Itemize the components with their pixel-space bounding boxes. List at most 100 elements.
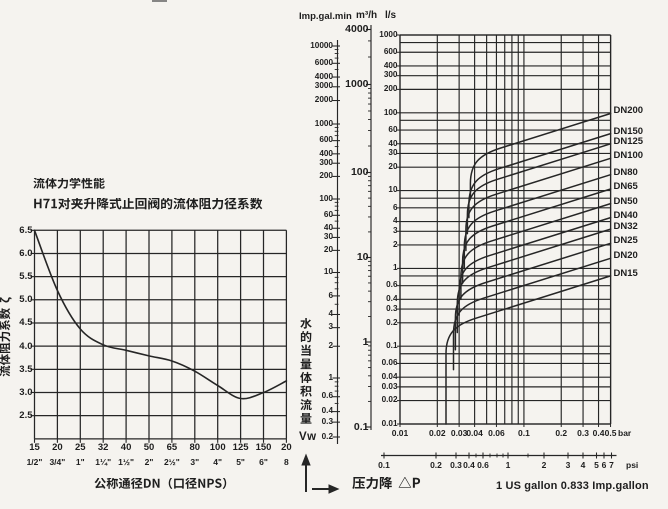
left-y-tick: 2.5 bbox=[19, 410, 33, 422]
dn-tick: 20 bbox=[52, 441, 63, 453]
dn-tick: 100 bbox=[209, 441, 226, 453]
ls-tick: 0.3 bbox=[386, 303, 398, 313]
psi-tick: 7 bbox=[609, 460, 614, 470]
imp-gal-tick: 3 bbox=[328, 322, 333, 332]
dn-label-DN50: DN50 bbox=[613, 195, 638, 207]
gallon-conversion-note: 1 US gallon 0.833 Imp.gallon bbox=[496, 479, 649, 492]
imp-gal-tick: 0.3 bbox=[321, 416, 333, 426]
imp-gal-tick: 3000 bbox=[314, 81, 333, 91]
curve-DN65 bbox=[461, 188, 612, 284]
ls-tick: 0.1 bbox=[386, 341, 398, 350]
dn-tick: 65 bbox=[166, 441, 178, 453]
flow-direction-arrows bbox=[301, 453, 340, 494]
dn-label-DN65: DN65 bbox=[613, 180, 638, 192]
left-y-tick: 5.0 bbox=[19, 294, 33, 306]
left-y-tick: 3.0 bbox=[19, 386, 33, 398]
imp-gal-tick: 2000 bbox=[314, 95, 333, 105]
psi-tick: 0.1 bbox=[378, 460, 390, 470]
curve-DN20 bbox=[452, 257, 612, 371]
left-chart-x-axis-title bbox=[94, 478, 234, 494]
nps-tick: 6" bbox=[259, 457, 268, 467]
unit-header-imp-gal-min: Imp.gal.min bbox=[299, 11, 352, 22]
dn-tick: 50 bbox=[143, 441, 155, 453]
curve-DN100 bbox=[465, 157, 612, 252]
bar-tick: 0.2 bbox=[555, 427, 568, 438]
psi-tick: 0.4 bbox=[463, 460, 475, 470]
bar-tick: 0.1 bbox=[518, 427, 530, 438]
ls-tick: 200 bbox=[383, 84, 398, 94]
imp-gal-tick: 40 bbox=[323, 222, 333, 232]
flow-axis-title bbox=[299, 318, 312, 427]
dn-curves bbox=[445, 112, 612, 425]
imp-gal-tick: 0.6 bbox=[321, 391, 333, 401]
ls-tick: 2 bbox=[392, 239, 398, 249]
imp-gal-tick: 60 bbox=[323, 210, 333, 219]
left-y-tick: 4.5 bbox=[19, 317, 33, 329]
nps-tick: 1¼" bbox=[95, 457, 112, 467]
imp-gal-tick: 30 bbox=[323, 232, 333, 242]
nps-tick: 1/2" bbox=[26, 457, 43, 467]
left-y-tick: 6.5 bbox=[19, 224, 33, 236]
imp-gal-tick: 200 bbox=[319, 171, 333, 181]
bar-tick: 0.4 bbox=[592, 427, 605, 438]
nps-tick: 2½" bbox=[163, 457, 180, 467]
imp-gal-tick: 20 bbox=[323, 245, 333, 255]
dn-label-DN125: DN125 bbox=[613, 135, 644, 147]
nps-tick: 3" bbox=[190, 457, 200, 467]
left-y-tick: 3.5 bbox=[19, 363, 33, 375]
imp-gal-tick: 1 bbox=[328, 372, 333, 382]
bar-tick: 0.02 bbox=[429, 427, 446, 438]
ls-tick: 600 bbox=[383, 47, 398, 57]
nps-tick: 2" bbox=[144, 457, 154, 467]
imp-gal-tick: 2 bbox=[328, 340, 333, 350]
dn-label-DN150: DN150 bbox=[613, 125, 644, 137]
left-chart-grid-and-curve bbox=[30, 229, 288, 443]
dn-label-DN20: DN20 bbox=[613, 250, 638, 262]
pressure-drop-axis-title bbox=[352, 477, 421, 493]
unit-header-m3h: m³/h bbox=[356, 10, 378, 21]
dn-label-DN40: DN40 bbox=[613, 209, 638, 221]
ls-tick: 0.03 bbox=[381, 381, 398, 391]
psi-tick: 4 bbox=[580, 460, 586, 470]
ls-tick: 20 bbox=[388, 161, 398, 171]
imp-gal-min-scale bbox=[332, 40, 340, 444]
imp-gal-tick: 10 bbox=[323, 267, 333, 277]
ls-tick: 100 bbox=[383, 107, 398, 117]
ls-tick: 10 bbox=[388, 185, 398, 195]
ls-tick: 1000 bbox=[379, 29, 398, 39]
psi-tick: 6 bbox=[601, 460, 607, 470]
m3h-tick: 100 bbox=[350, 166, 369, 179]
curve-DN25 bbox=[454, 242, 612, 351]
imp-gal-tick: 300 bbox=[319, 157, 333, 167]
dn-tick: 15 bbox=[29, 441, 40, 453]
psi-tick: 2 bbox=[541, 460, 547, 470]
unit-header-ls: l/s bbox=[385, 10, 397, 21]
psi-tick: 0.2 bbox=[430, 460, 442, 470]
left-chart-title bbox=[33, 178, 105, 194]
bar-tick: 0.5 bbox=[604, 427, 617, 438]
ls-tick: 0.2 bbox=[386, 317, 398, 327]
ls-tick: 3 bbox=[392, 226, 398, 236]
ls-tick: 40 bbox=[388, 138, 398, 148]
ls-tick: 0.02 bbox=[381, 395, 398, 405]
left-chart-y-axis-title bbox=[0, 297, 16, 377]
dn-tick: 40 bbox=[120, 441, 132, 453]
bar-unit-label: bar bbox=[618, 428, 632, 438]
main-plot-grid bbox=[397, 34, 612, 427]
left-chart-subtitle bbox=[33, 197, 263, 214]
imp-gal-tick: 100 bbox=[319, 193, 333, 203]
ls-tick: 0.6 bbox=[386, 280, 398, 290]
ls-tick: 0.4 bbox=[386, 294, 398, 304]
imp-gal-tick: 1000 bbox=[314, 118, 333, 128]
ls-tick: 4 bbox=[392, 216, 398, 226]
dn-tick: 150 bbox=[255, 441, 272, 453]
ls-tick: 6 bbox=[392, 202, 398, 212]
ls-tick: 30 bbox=[388, 148, 398, 158]
flow-axis-symbol: Vw bbox=[299, 431, 317, 443]
ls-tick: 60 bbox=[388, 124, 398, 134]
imp-gal-tick: 10000 bbox=[310, 40, 333, 50]
dn-label-DN15: DN15 bbox=[613, 267, 638, 279]
bar-tick: 0.06 bbox=[488, 427, 505, 438]
m3h-tick: 1 bbox=[362, 335, 369, 348]
